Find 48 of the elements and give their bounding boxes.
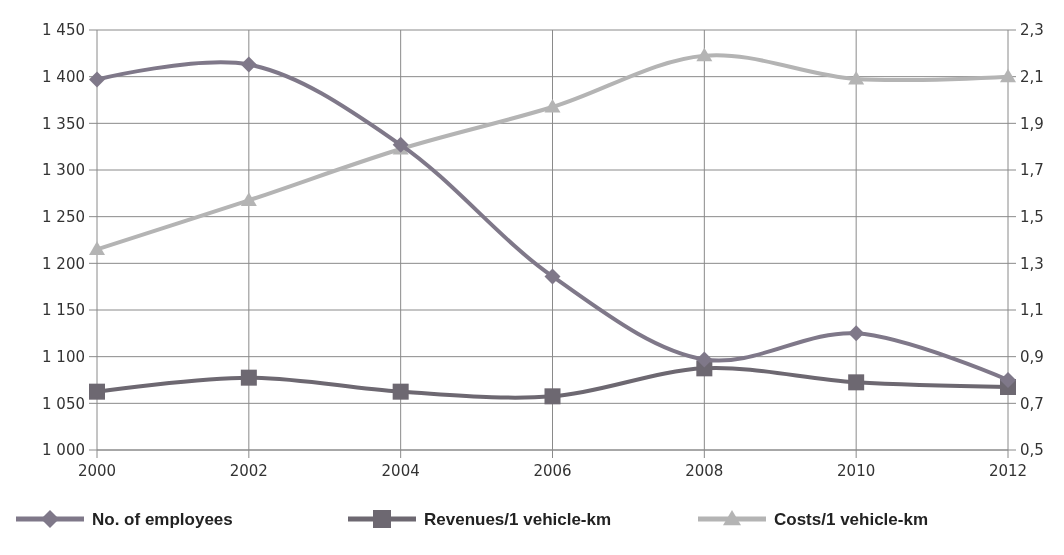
y-tick-label: 1 300 (42, 161, 85, 180)
y-tick-label: 1 200 (42, 254, 85, 273)
point (544, 388, 561, 405)
y-tick-label: 1 350 (42, 114, 85, 133)
point (544, 268, 561, 285)
point (544, 99, 561, 113)
y-tick-label: 1 150 (42, 301, 85, 320)
y-tick-label: 1 100 (42, 347, 85, 366)
point (848, 325, 865, 342)
y2-tick-label: 2,1 (1020, 67, 1044, 86)
point (696, 351, 713, 368)
y-tick-label: 1 250 (42, 207, 85, 226)
y2-tick-label: 0,5 (1020, 441, 1044, 460)
point (240, 192, 257, 206)
point (240, 56, 257, 73)
point (89, 383, 105, 400)
y2-tick-label: 1,7 (1020, 161, 1044, 180)
y-tick-label: 1 000 (42, 441, 85, 460)
point (1000, 372, 1016, 388)
y2-tick-label: 2,3 (1020, 21, 1044, 40)
y2-tick-label: 1,1 (1020, 301, 1044, 320)
x-tick-label: 2002 (229, 462, 268, 480)
point (848, 71, 865, 85)
y-tick-label: 1 050 (42, 394, 85, 413)
point (89, 71, 105, 88)
x-tick-label: 2006 (533, 462, 572, 480)
x-tick-label: 2004 (381, 462, 420, 480)
legend-label: No. of employees (92, 510, 233, 529)
y-tick-label: 1 400 (42, 67, 85, 86)
y-tick-label: 1 450 (42, 21, 85, 40)
x-tick-label: 2012 (988, 462, 1028, 480)
legend-label: Revenues/1 vehicle-km (424, 510, 612, 529)
y2-tick-label: 1,5 (1020, 207, 1044, 226)
y2-tick-label: 1,9 (1020, 114, 1044, 133)
y2-tick-label: 0,7 (1020, 394, 1044, 413)
x-tick-label: 2010 (837, 462, 876, 480)
point (392, 136, 409, 153)
point (1000, 68, 1016, 83)
point (848, 374, 865, 391)
point (696, 47, 713, 62)
x-tick-label: 2008 (685, 462, 724, 480)
point (392, 383, 409, 400)
point (89, 241, 105, 255)
point (240, 369, 257, 386)
y2-tick-label: 1,3 (1020, 254, 1044, 273)
legend-label: Costs/1 vehicle-km (774, 510, 929, 529)
y2-tick-label: 0,9 (1020, 347, 1044, 366)
x-tick-label: 2000 (77, 462, 117, 480)
